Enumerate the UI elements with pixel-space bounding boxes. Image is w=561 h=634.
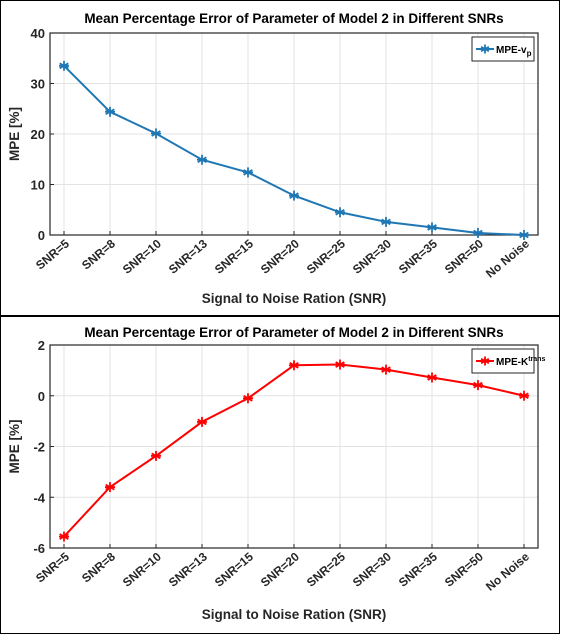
chart-1-x-tick-label: SNR=50 [442,236,486,276]
chart-1-data-point [59,60,69,71]
chart-2-data-point [243,393,253,404]
chart-2-x-tick-label: No Noise [483,549,532,593]
chart-1-x-tick-label: SNR=25 [304,236,348,276]
chart-panel-1: 0 10 20 30 40 SNR=5 SNR=8 SNR=10 SNR=13 SNR=15 SNR… [0,0,560,316]
chart-1-grid [50,32,538,236]
chart-2-x-tick-label: SNR=8 [79,549,118,585]
chart-2-data-point [381,364,391,375]
chart-2-x-axis-label: Signal to Noise Ration (SNR) [202,607,387,622]
chart-1-data-point [289,190,299,201]
chart-1-x-tick-label: SNR=15 [212,236,256,276]
chart-1-x-tick-label: SNR=8 [79,236,118,272]
chart-1-x-axis-label: Signal to Noise Ration (SNR) [202,291,387,306]
chart-2-y-tick-label: 2 [38,338,45,353]
chart-2-legend: MPE-Ktrans [471,348,545,374]
chart-1-x-tick-label: SNR=13 [166,236,210,276]
chart-2-data-point [473,380,483,391]
chart-1-legend-marker [480,44,490,54]
chart-2-x-tick-label: SNR=35 [396,549,440,589]
chart-1-data-point [473,227,483,238]
chart-2-data-point [151,450,161,461]
chart-1-data-point [335,207,345,218]
chart-2-x-tick-label: SNR=25 [304,549,348,589]
chart-2-x-tick-label: SNR=10 [120,549,164,589]
chart-2-x-tick-label: SNR=50 [442,549,486,589]
chart-1-y-tick-label: 10 [31,178,45,193]
chart-2-x-tick-label: SNR=30 [350,549,394,589]
chart-1-x-tick-label: SNR=35 [396,236,440,276]
chart-2-data-point [427,372,437,383]
chart-1-title: Mean Percentage Error of Parameter of Mo… [84,11,503,26]
chart-1-x-tick-label: SNR=30 [350,236,394,276]
chart-2-x-tick-label: SNR=20 [258,549,302,589]
chart-panel-2: -6 -4 -2 0 2 SNR=5 SNR=8 SNR=10 SNR=13 SNR=15 SNR=… [0,316,560,634]
chart-2-data-point [289,360,299,371]
chart-2-y-tick-label: -4 [33,490,45,505]
chart-2-data-point [197,416,207,427]
chart-1-y-tick-label: 20 [31,127,45,142]
chart-2-data-point [519,390,529,401]
chart-2-x-tick-label: SNR=13 [166,549,210,589]
chart-1-data-point [197,154,207,165]
chart-2-x-tick-label: SNR=15 [212,549,256,589]
chart-2-y-tick-label: -6 [33,541,45,556]
chart-1-legend-label: MPE-vp [496,45,532,58]
chart-2-grid [50,344,538,549]
chart-1-data-point [427,222,437,233]
chart-1-y-tick-label: 40 [31,26,45,41]
chart-2-y-tick-label: -2 [33,440,45,455]
chart-1-y-tick-label: 30 [31,77,45,92]
chart-2-legend-marker [480,356,490,366]
chart-1-data-point [519,230,529,240]
chart-1-x-tick-label: SNR=10 [120,236,164,276]
chart-2-data-point [105,482,115,493]
chart-1-x-tick-label: SNR=20 [258,236,302,276]
chart-2-data-point [335,359,345,370]
chart-1-y-axis-label: MPE [%] [7,107,22,161]
chart-1-data-point [105,106,115,117]
chart-2-title: Mean Percentage Error of Parameter of Mo… [84,325,503,340]
chart-2-y-axis-label: MPE [%] [7,420,22,474]
chart-1-data-point [151,128,161,139]
chart-1-x-tick-label: No Noise [483,236,532,280]
chart-2-data-point [59,531,69,542]
chart-1-legend: MPE-vp [471,36,535,62]
chart-1-data-point [243,167,253,178]
chart-2-y-tick-label: 0 [38,389,45,404]
chart-1-y-tick-label: 0 [38,228,45,243]
chart-1-data-point [381,216,391,227]
